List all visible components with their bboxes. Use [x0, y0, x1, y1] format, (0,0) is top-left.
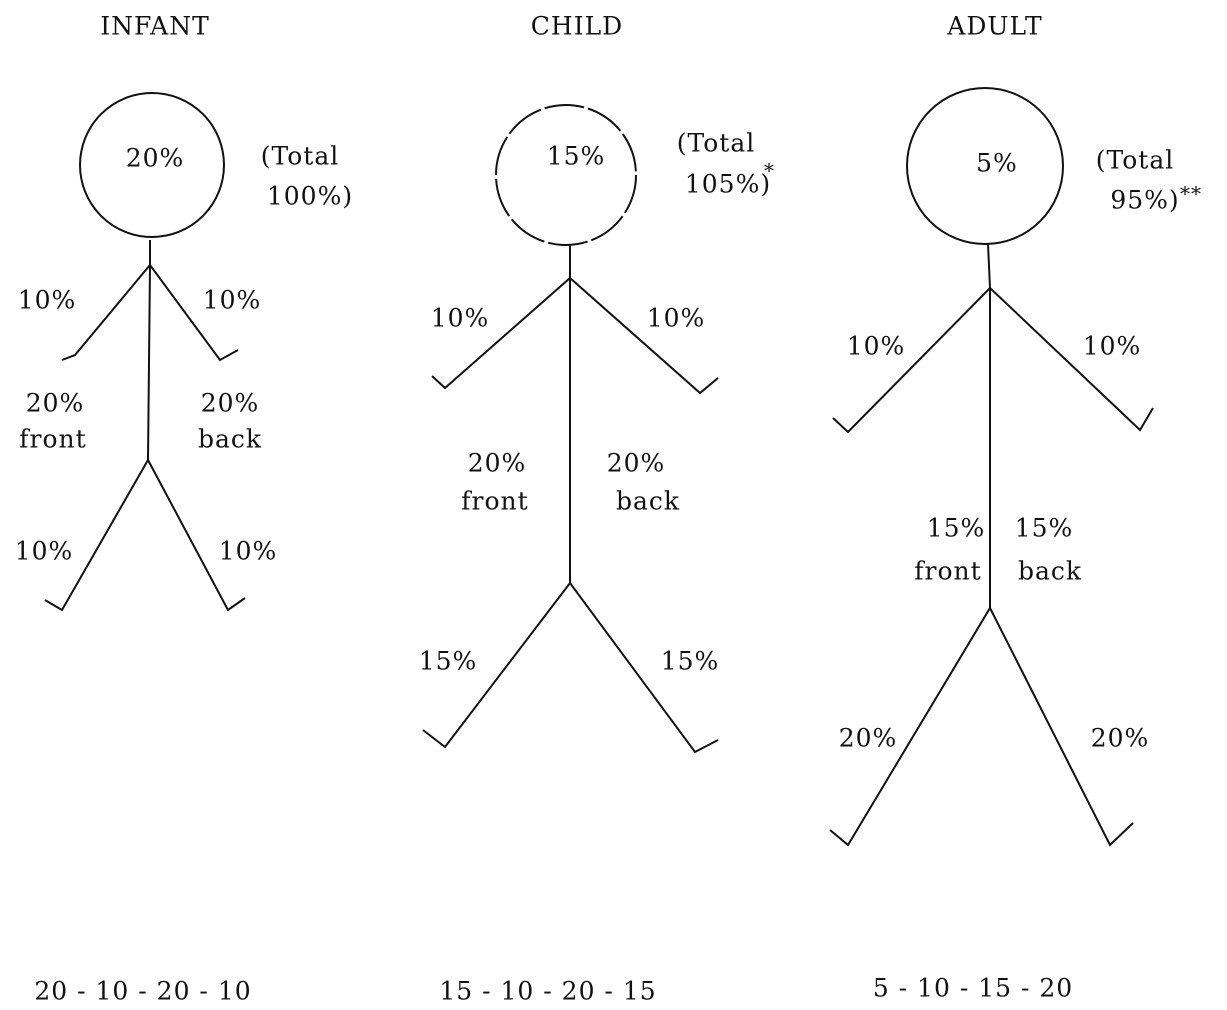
- summary: 15 - 10 - 20 - 15: [439, 977, 656, 1006]
- leg-label: 10%: [219, 537, 278, 566]
- torso: [988, 244, 990, 608]
- torso-label: front: [461, 487, 528, 516]
- torso-label: 15%: [1015, 514, 1074, 543]
- adult-figure: ADULT 5% (Total 95%) ** 10% 10% 15% fron…: [830, 12, 1202, 1003]
- total-label: 95%): [1110, 186, 1179, 215]
- figure-title: INFANT: [100, 12, 210, 41]
- torso-label: back: [1018, 557, 1082, 586]
- torso-label: 20%: [607, 449, 666, 478]
- arm-label: 10%: [847, 332, 906, 361]
- head-label: 15%: [547, 142, 606, 171]
- torso-label: 20%: [26, 389, 85, 418]
- head-label: 20%: [126, 144, 185, 173]
- torso-label: back: [616, 487, 680, 516]
- leg-label: 15%: [661, 647, 720, 676]
- figure-title: ADULT: [946, 12, 1042, 41]
- arm-label: 10%: [18, 286, 77, 315]
- arm-label: 10%: [647, 304, 706, 333]
- footnote-mark: **: [1180, 182, 1202, 206]
- arm-label: 10%: [203, 286, 262, 315]
- torso-label: back: [198, 425, 262, 454]
- leg-label: 15%: [419, 647, 478, 676]
- legs: [45, 460, 245, 610]
- arms: [432, 278, 718, 393]
- child-figure: CHILD 15% (Total 105%) * 10% 10% 20% fro…: [419, 12, 775, 1006]
- summary: 5 - 10 - 15 - 20: [873, 974, 1073, 1003]
- total-label: (Total: [261, 142, 340, 171]
- head-label: 5%: [976, 149, 1018, 178]
- torso-label: 20%: [201, 389, 260, 418]
- arm-label: 10%: [431, 304, 490, 333]
- total-label: 105%): [685, 170, 771, 199]
- leg-label: 10%: [15, 537, 74, 566]
- torso: [148, 240, 150, 460]
- diagram: INFANT 20% (Total 100%) 10% 10% 20% fron…: [0, 0, 1227, 1010]
- infant-figure: INFANT 20% (Total 100%) 10% 10% 20% fron…: [15, 12, 353, 1006]
- torso-label: 15%: [927, 514, 986, 543]
- head: [496, 105, 636, 245]
- torso-label: front: [19, 425, 86, 454]
- total-label: (Total: [1096, 146, 1175, 175]
- arm-label: 10%: [1083, 332, 1142, 361]
- footnote-mark: *: [764, 159, 775, 183]
- figure-title: CHILD: [531, 12, 623, 41]
- leg-label: 20%: [839, 724, 898, 753]
- total-label: (Total: [677, 129, 756, 158]
- total-label: 100%): [267, 182, 353, 211]
- torso-label: front: [914, 557, 981, 586]
- leg-label: 20%: [1091, 724, 1150, 753]
- torso-label: 20%: [468, 449, 527, 478]
- summary: 20 - 10 - 20 - 10: [34, 977, 251, 1006]
